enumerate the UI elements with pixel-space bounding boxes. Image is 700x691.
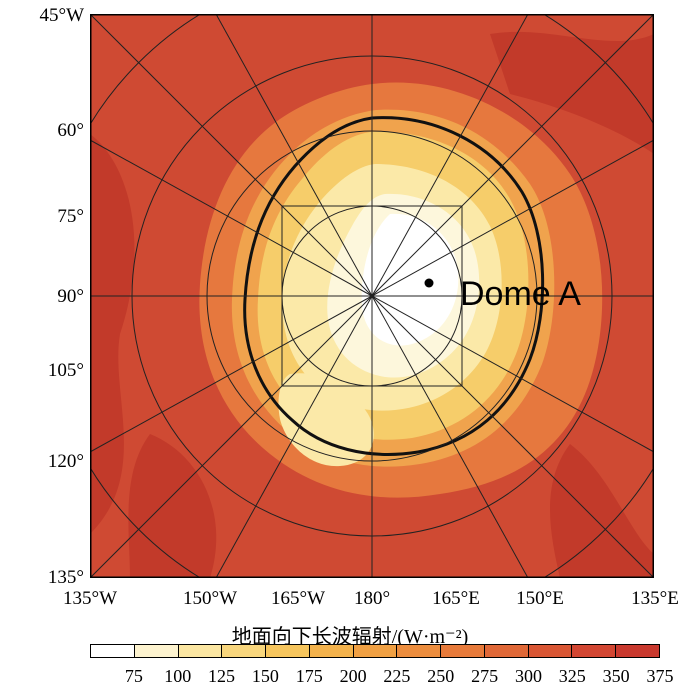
lon-label-135e: 135°E [631,588,679,609]
colorbar-segment [266,645,310,657]
lon-label-165e: 165°E [432,588,480,609]
lat-label-60: 60° [57,120,84,141]
lon-label-135w: 135°W [62,588,118,609]
antarctica-radiation-map: Dome A [90,14,654,578]
dome-area [361,213,459,346]
ocean-dark-patch [128,434,217,578]
grid-inner-box [281,205,463,387]
lat-label-90: 90° [57,286,84,307]
colorbar-tick-label: 100 [164,666,192,686]
colorbar-segment [616,645,659,657]
colorbar-tick-label: 350 [602,666,630,686]
colorbar-tick-label: 200 [339,666,367,686]
colorbar-segment [309,645,354,657]
lat-label-135: 135° [47,567,84,588]
colorbar-segment [178,645,223,657]
colorbar-segment [353,645,398,657]
colorbar-tick-label: 375 [646,666,674,686]
colorbar-segment [91,645,135,657]
colorbar-tick-labels: 75 100 125 150 175 200 225 250 275 300 325 350 375 [0,666,700,688]
dome-a-marker [424,278,434,288]
colorbar-tick-label: 325 [558,666,586,686]
colorbar-tick-label: 175 [295,666,323,686]
lon-label-150w: 150°W [182,588,238,609]
colorbar [90,644,660,658]
ocean-dark-patch [490,31,654,154]
ocean-dark-patch [550,444,654,578]
colorbar-tick-label: 225 [383,666,411,686]
colorbar-tick-label: 75 [124,666,143,686]
colorbar-segment [484,645,529,657]
west-ice-lobe [278,373,374,467]
lat-label-75: 75° [57,206,84,227]
colorbar-tick-label: 125 [208,666,236,686]
map-frame [90,14,654,578]
coastline [243,116,545,456]
lon-label-150e: 150°E [516,588,564,609]
colorbar-segment [572,645,617,657]
colorbar-tick-label: 300 [514,666,542,686]
lat-label-105: 105° [47,360,84,381]
colorbar-segment [528,645,573,657]
lon-label-180: 180° [353,588,391,609]
colorbar-tick-label: 150 [251,666,279,686]
colorbar-title: 地面向下长波辐射/(W·m⁻²) [231,626,469,648]
dome-a-label: Dome A [460,275,581,313]
lon-label-165w: 165°W [270,588,326,609]
colorbar-tick-label: 250 [427,666,455,686]
colorbar-segment [222,645,267,657]
colorbar-tick-label: 275 [471,666,499,686]
lat-label-120: 120° [47,451,84,472]
colorbar-segment [397,645,442,657]
lat-label-45w: 45°W [39,5,84,26]
colorbar-segment [134,645,179,657]
colorbar-segment [441,645,485,657]
